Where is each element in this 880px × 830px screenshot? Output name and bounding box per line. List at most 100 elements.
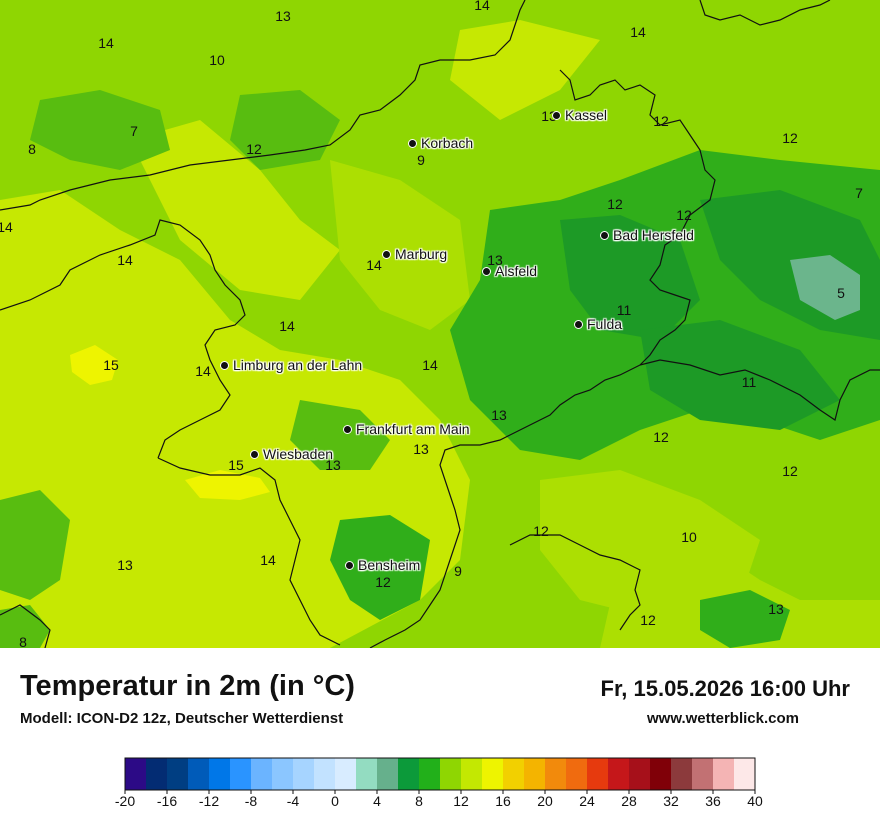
city-name: Bad Hersfeld [613, 227, 694, 243]
city-name: Bensheim [358, 557, 421, 573]
legend-swatch [713, 758, 735, 790]
temp-value-label: 14 [630, 24, 646, 40]
map-title: Temperatur in 2m (in °C) [20, 670, 355, 702]
temp-value-label: 14 [279, 318, 295, 334]
legend-tick-label: -8 [245, 793, 258, 809]
city-marker-alsfeld: Alsfeld [482, 263, 537, 279]
cool-zone [640, 320, 840, 430]
legend-tick-label: -12 [199, 793, 219, 809]
city-dot-icon [574, 319, 583, 329]
map-canvas [0, 0, 880, 648]
legend-swatch [629, 758, 651, 790]
legend-swatch [377, 758, 399, 790]
warm-zone [330, 160, 470, 330]
cool-zone [0, 490, 70, 600]
legend-tick-label: -16 [157, 793, 177, 809]
city-marker-limburg: Limburg an der Lahn [220, 357, 362, 373]
temp-value-label: 5 [837, 285, 845, 301]
temp-value-label: 8 [19, 634, 27, 648]
city-marker-marburg: Marburg [382, 246, 447, 262]
temperature-map: 13 14 14 10 7 8 12 14 13 12 9 12 7 12 14… [0, 0, 880, 648]
legend-tick-label: 16 [495, 793, 511, 809]
legend-tick-label: 28 [621, 793, 637, 809]
legend-swatch [650, 758, 672, 790]
temp-value-label: 12 [653, 429, 669, 445]
hot-spot [70, 345, 118, 385]
legend-swatch [608, 758, 630, 790]
legend-tick-label: 12 [453, 793, 469, 809]
temp-value-label: 9 [417, 152, 425, 168]
legend-tick-label: 36 [705, 793, 721, 809]
temp-value-label: 13 [491, 407, 507, 423]
city-name: Korbach [421, 135, 474, 151]
legend-swatch [188, 758, 210, 790]
temp-value-label: 14 [260, 552, 276, 568]
legend-tick-label: 0 [331, 793, 339, 809]
cool-zone [330, 515, 430, 620]
temp-value-label: 8 [28, 141, 36, 157]
legend-swatch [314, 758, 336, 790]
temp-value-label: 13 [768, 601, 784, 617]
legend-swatch [566, 758, 588, 790]
city-dot-icon [250, 449, 259, 459]
temp-value-label: 13 [487, 252, 503, 268]
warm-zone [130, 120, 340, 300]
city-name: Fulda [587, 316, 623, 332]
legend-swatch [692, 758, 714, 790]
city-dot-icon [343, 424, 352, 434]
legend-swatch [398, 758, 420, 790]
temp-value-label: 10 [209, 52, 225, 68]
city-marker-bad-hersfeld: Bad Hersfeld [600, 227, 694, 243]
temp-value-label: 13 [413, 441, 429, 457]
legend-tick-label: 4 [373, 793, 381, 809]
temp-value-label: 7 [855, 185, 863, 201]
city-dot-icon [382, 249, 391, 259]
cool-zone [30, 90, 170, 170]
legend-swatch [461, 758, 483, 790]
city-dot-icon [220, 360, 229, 370]
cool-zone [230, 90, 340, 170]
legend-swatch [587, 758, 609, 790]
legend-swatch [440, 758, 462, 790]
hot-spot [185, 470, 270, 500]
legend-swatch [167, 758, 189, 790]
state-border [0, 0, 880, 648]
legend-swatch [524, 758, 546, 790]
legend-tick-label: 40 [747, 793, 763, 809]
cool-zone [790, 255, 860, 320]
temp-value-label: 13 [275, 8, 291, 24]
temp-value-label: 7 [130, 123, 138, 139]
legend-tick-label: 32 [663, 793, 679, 809]
cool-zone [0, 605, 50, 648]
city-name: Kassel [565, 107, 608, 123]
legend-swatch [209, 758, 231, 790]
city-name: Alsfeld [495, 263, 538, 279]
legend-swatch [272, 758, 294, 790]
city-name: Limburg an der Lahn [233, 357, 363, 373]
temp-value-label: 13 [325, 457, 341, 473]
legend-swatch [419, 758, 441, 790]
temp-value-label: 12 [676, 207, 692, 223]
temp-value-label: 12 [375, 574, 391, 590]
cool-zone [700, 590, 790, 648]
city-marker-korbach: Korbach [408, 135, 473, 151]
city-dot-icon [552, 110, 561, 120]
legend-swatch [335, 758, 357, 790]
legend-swatch [545, 758, 567, 790]
legend-swatch [230, 758, 252, 790]
temp-value-label: 14 [98, 35, 114, 51]
color-legend: -20 -16 -12 -8 -4 0 4 8 12 16 20 24 28 32 36 40 [115, 757, 763, 809]
city-dot-icon [345, 560, 354, 570]
temp-value-label: 15 [228, 457, 244, 473]
legend-tick-label: -20 [115, 793, 135, 809]
city-name: Wiesbaden [263, 446, 334, 462]
temp-value-label: 11 [741, 374, 757, 390]
temp-value-label: 14 [366, 257, 382, 273]
legend-swatch [671, 758, 693, 790]
legend-swatch [482, 758, 504, 790]
temp-value-label: 12 [607, 196, 623, 212]
temp-value-label: 14 [0, 219, 13, 235]
legend-swatch [251, 758, 273, 790]
website-link[interactable]: www.wetterblick.com [647, 710, 799, 727]
city-dot-icon [408, 138, 417, 148]
